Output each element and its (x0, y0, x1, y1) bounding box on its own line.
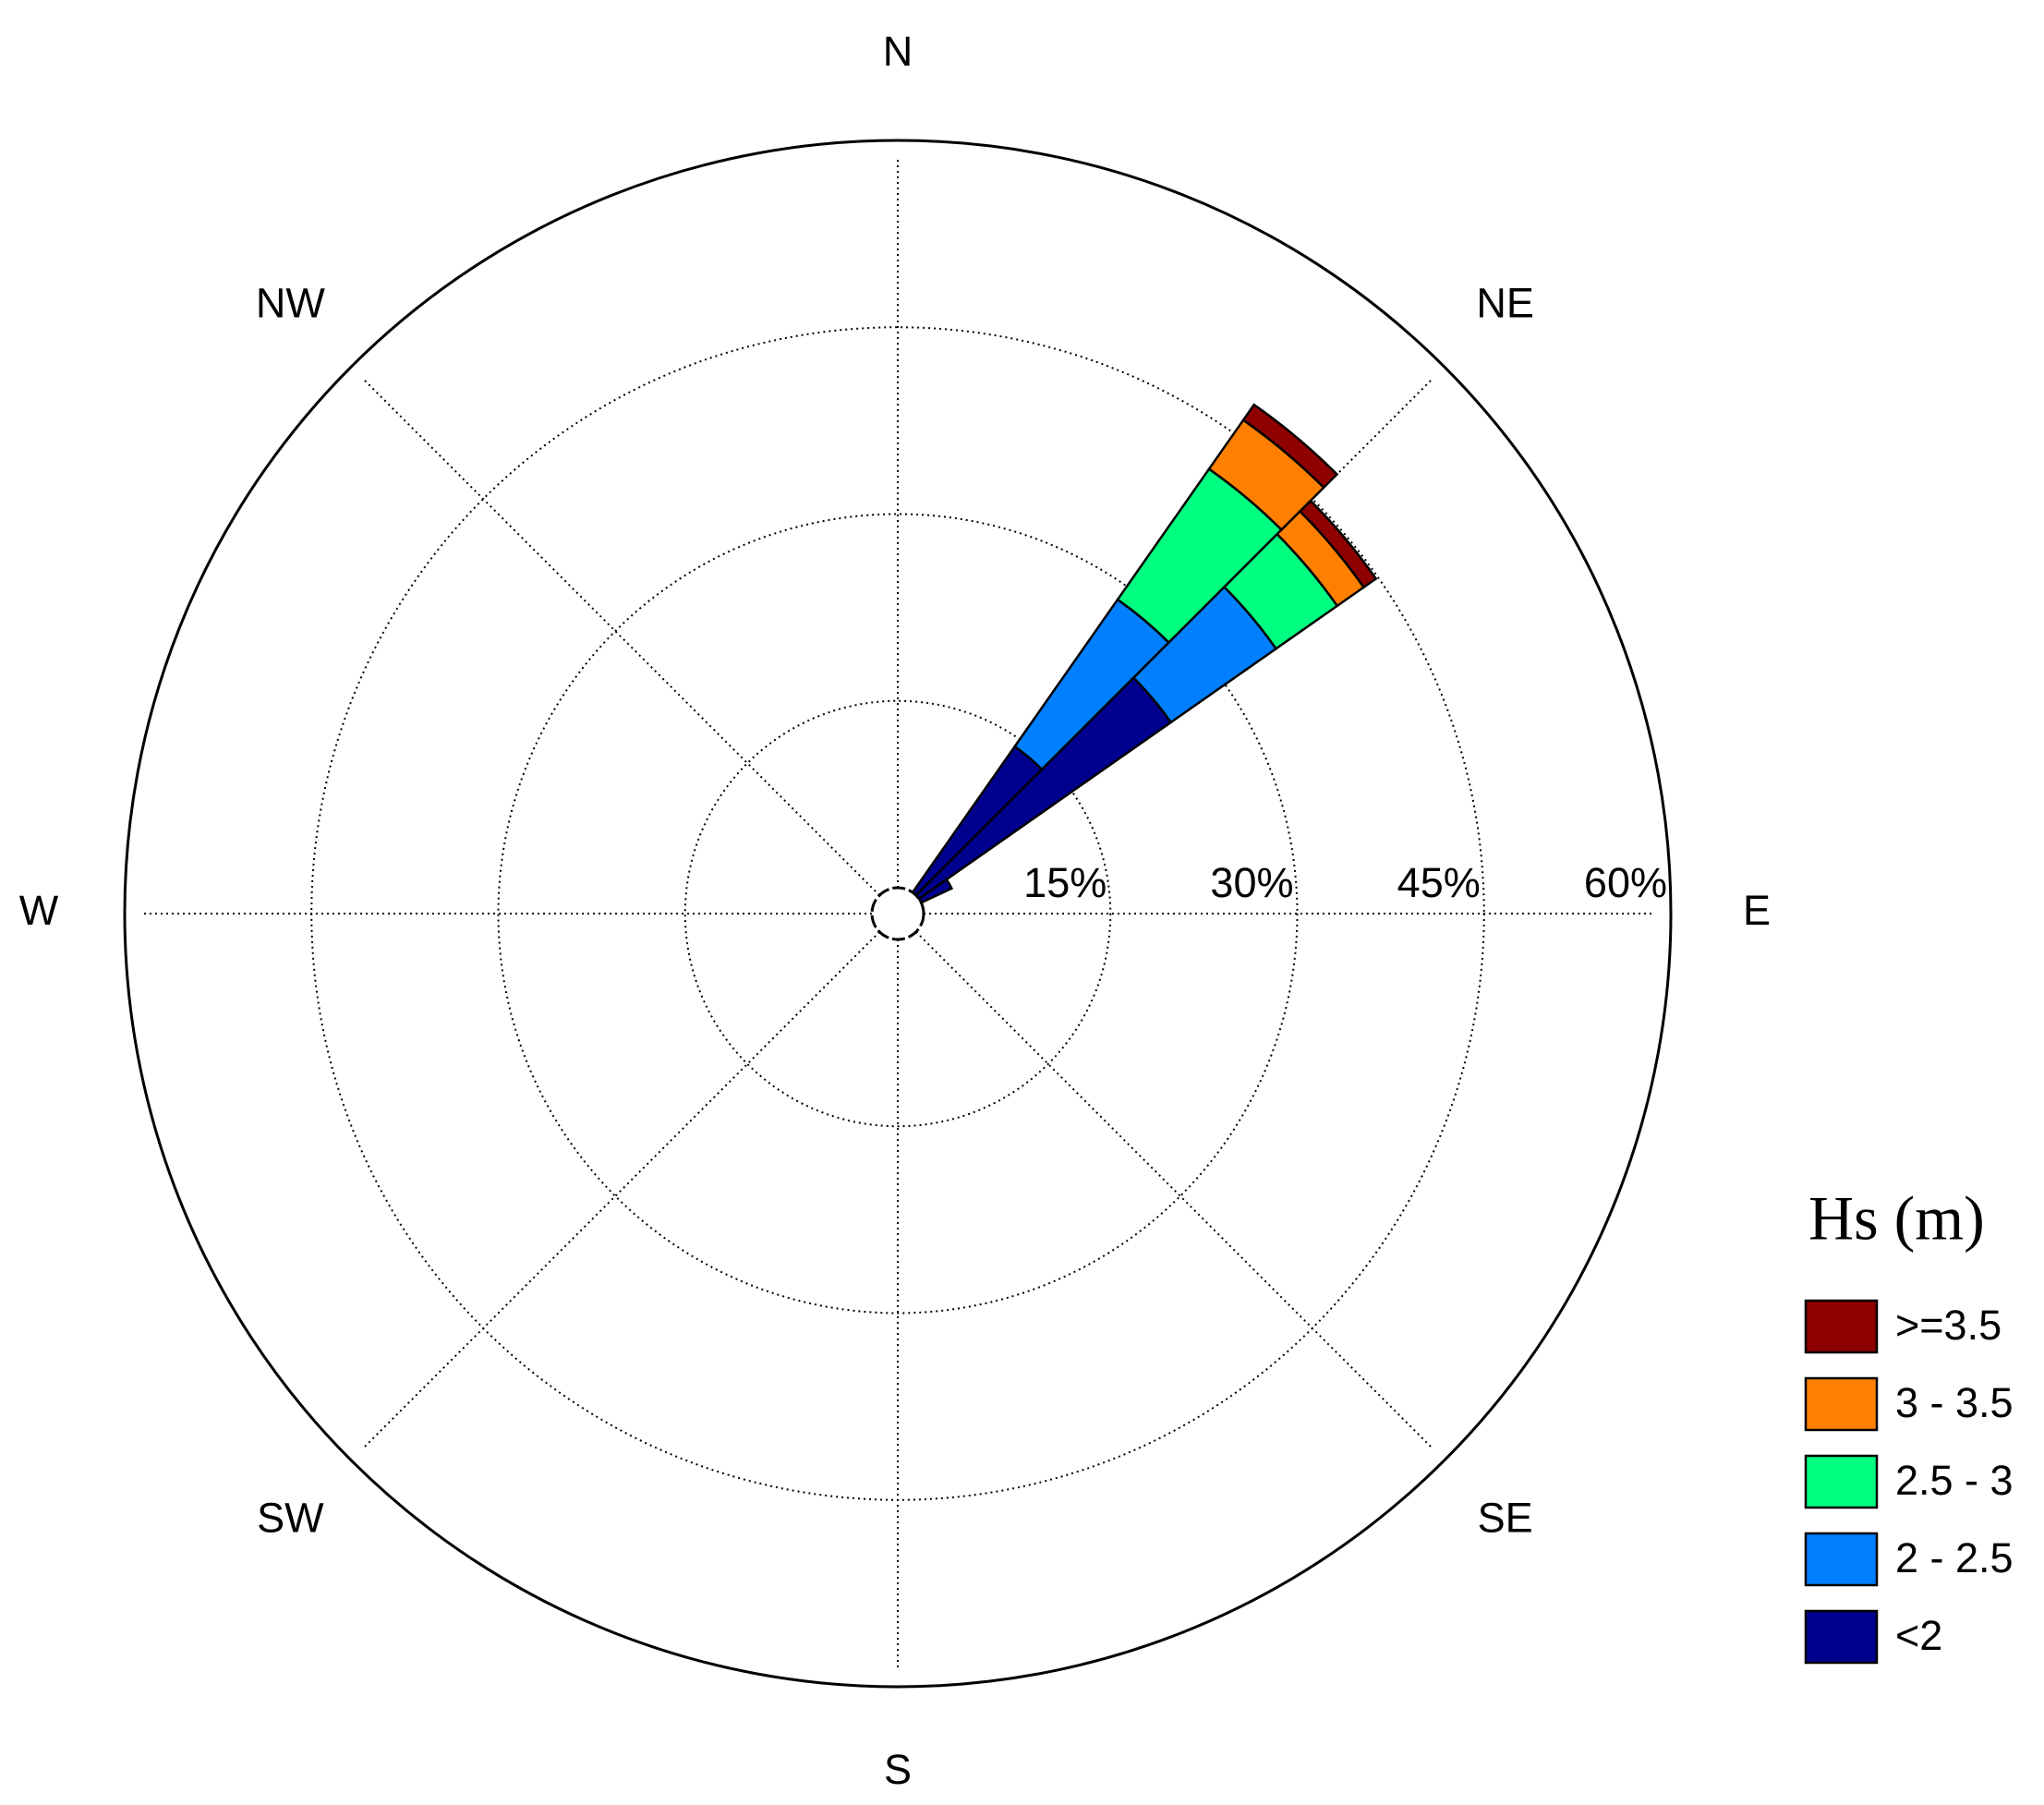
compass-label: W (19, 887, 59, 934)
compass-label: NE (1476, 279, 1534, 326)
legend-label: 2.5 - 3 (1895, 1457, 2014, 1504)
legend-label: >=3.5 (1895, 1302, 2002, 1349)
legend-label: <2 (1895, 1612, 1942, 1659)
legend-swatch (1804, 1532, 1879, 1587)
compass-label: S (884, 1746, 912, 1793)
spoke (915, 931, 1433, 1448)
spoke (363, 379, 880, 896)
legend-swatch (1804, 1299, 1879, 1354)
r-tick-label: 60% (1584, 859, 1667, 906)
wedge-segment (917, 878, 954, 904)
legend-swatch (1804, 1454, 1879, 1509)
grid-ring (123, 139, 1673, 1689)
compass-label: SW (257, 1494, 324, 1541)
grid-ring (310, 326, 1485, 1501)
inner-circle (870, 886, 925, 941)
r-tick-label: 45% (1397, 859, 1481, 906)
grid-ring (497, 513, 1299, 1314)
spoke (363, 931, 880, 1448)
legend-label: 3 - 3.5 (1895, 1379, 2014, 1426)
grid-ring (683, 699, 1112, 1128)
wedge-segment (1298, 499, 1378, 589)
compass-label: E (1743, 887, 1771, 934)
compass-label: NW (256, 279, 325, 326)
legend-swatch (1804, 1609, 1879, 1665)
legend-swatch (1804, 1376, 1879, 1432)
wedge-segment (1241, 403, 1339, 490)
r-tick-label: 15% (1023, 859, 1107, 906)
legend-title: Hs (m) (1808, 1183, 1985, 1254)
legend-label: 2 - 2.5 (1895, 1534, 2014, 1581)
r-tick-label: 30% (1210, 859, 1293, 906)
compass-label: SE (1478, 1494, 1533, 1541)
compass-label: N (883, 28, 913, 75)
